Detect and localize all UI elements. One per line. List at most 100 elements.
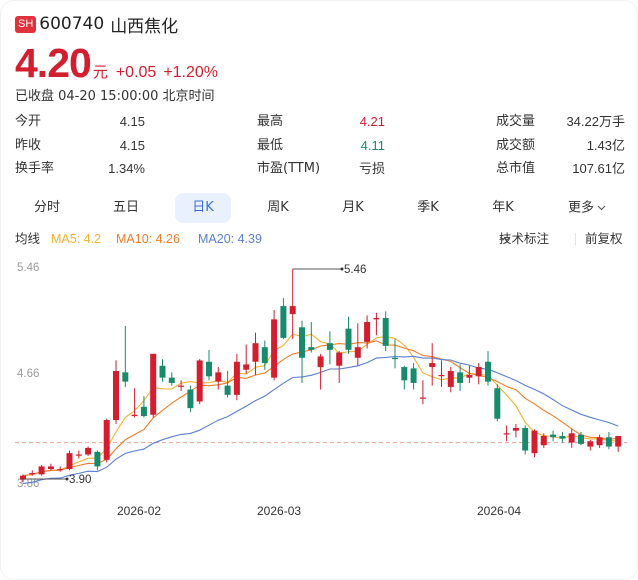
stats-row: 换手率 1.34% 市盈(TTM) 亏损 总市值 107.61亿 xyxy=(15,158,625,180)
candle-body xyxy=(289,306,296,315)
candle-body xyxy=(550,434,557,438)
candle-body xyxy=(596,437,603,446)
stat-value-volume: 34.22万手 xyxy=(566,114,625,129)
candle-body xyxy=(113,371,119,421)
tab-monthly-k[interactable]: 月K xyxy=(342,200,364,215)
candle-body xyxy=(233,361,240,395)
chevron-down-icon xyxy=(597,193,606,223)
candle-body xyxy=(485,361,491,382)
tab-five-day[interactable]: 五日 xyxy=(112,200,139,215)
candle-body xyxy=(494,388,501,419)
stat-value-low: 4.11 xyxy=(360,138,385,153)
candle-body xyxy=(317,356,324,368)
tech-annotation-icon xyxy=(499,229,511,249)
candle-body xyxy=(168,377,175,383)
market-status: 已收盘 04-20 15:00:00 北京时间 xyxy=(15,89,215,104)
candle-body xyxy=(103,420,110,460)
candle-body xyxy=(308,347,315,350)
candle-body xyxy=(540,435,547,446)
candle-body xyxy=(326,343,333,350)
tech-annotation-toggle[interactable]: 技术标注 xyxy=(499,229,589,249)
stat-label-prev-close: 昨收 xyxy=(15,138,42,153)
candle-body xyxy=(605,437,612,447)
min-annotation-label: 3.90 xyxy=(69,474,91,486)
tab-daily-k[interactable]: 日K xyxy=(175,193,231,223)
candle-body xyxy=(75,454,82,456)
candle-body xyxy=(429,363,436,368)
candle-body xyxy=(57,469,64,471)
x-axis-label-mar: 2026-03 xyxy=(257,504,302,518)
candle-body xyxy=(66,453,73,470)
stats-row: 今开 4.15 最高 4.21 成交量 34.22万手 xyxy=(15,111,625,133)
candle-body xyxy=(299,327,305,358)
period-tabs: 分时 五日 日K 周K 月K 季K 年K 更多 xyxy=(1,191,638,223)
y-axis-label-mid: 4.66 xyxy=(17,368,40,380)
candle-body xyxy=(457,372,464,383)
tab-more-label: 更多 xyxy=(567,200,594,216)
tab-yearly-k[interactable]: 年K xyxy=(492,200,514,215)
tech-annotation-label: 技术标注 xyxy=(499,231,550,246)
tab-intraday[interactable]: 分时 xyxy=(33,200,60,215)
stock-title-row: SH 600740 山西焦化 xyxy=(15,13,179,37)
candle-body xyxy=(578,434,584,444)
adjust-mode-button[interactable]: 前复权 xyxy=(585,231,623,246)
x-axis-label-apr: 2026-04 xyxy=(477,504,522,518)
candle-body xyxy=(512,428,519,431)
y-axis-label-top: 5.46 xyxy=(17,262,40,274)
candle-body xyxy=(531,430,538,454)
candle-body xyxy=(196,360,203,402)
candle-body xyxy=(587,441,594,447)
stat-label-open: 今开 xyxy=(15,114,42,129)
ma-title: 均线 xyxy=(15,231,41,246)
stat-label-volume: 成交量 xyxy=(496,114,536,129)
candle-body xyxy=(47,466,54,470)
candle-body xyxy=(224,385,231,395)
price-row: 4.20 元 +0.05 +1.20% xyxy=(15,41,218,85)
price-unit: 元 xyxy=(92,63,108,81)
min-annotation-dot xyxy=(65,477,69,481)
stat-label-pe: 市盈(TTM) xyxy=(257,161,321,176)
stock-name: 山西焦化 xyxy=(110,16,179,37)
candle-body xyxy=(131,414,138,417)
candle-body xyxy=(438,375,445,377)
candle-body xyxy=(615,435,622,447)
tab-quarterly-k[interactable]: 季K xyxy=(417,200,439,215)
candle-body xyxy=(345,328,352,350)
candle-body xyxy=(419,397,426,399)
ma5-line xyxy=(22,333,619,477)
candle-body xyxy=(243,364,250,370)
ma20-value: MA20: 4.39 xyxy=(198,232,262,246)
candle-body xyxy=(354,347,361,358)
candle-body xyxy=(29,473,36,475)
candle-body xyxy=(559,435,566,439)
candle-body xyxy=(252,343,259,362)
tab-weekly-k[interactable]: 周K xyxy=(267,200,289,215)
candle-body xyxy=(410,368,417,383)
stat-label-high: 最高 xyxy=(257,114,284,129)
candle-body xyxy=(447,371,454,387)
tab-more[interactable]: 更多 xyxy=(557,193,617,223)
stat-value-turnover: 1.43亿 xyxy=(586,138,625,153)
candle-body xyxy=(373,318,380,320)
candle-body xyxy=(206,361,212,377)
candle-body xyxy=(85,447,92,455)
candlestick-chart[interactable]: 5.46 3.90 xyxy=(1,251,638,531)
candle-body xyxy=(38,466,45,475)
candle-body xyxy=(271,319,278,378)
candle-body xyxy=(364,322,371,342)
ma10-value: MA10: 4.26 xyxy=(116,232,180,246)
max-annotation-label: 5.46 xyxy=(344,264,366,276)
stat-value-high: 4.21 xyxy=(359,114,385,129)
stat-label-turnover: 成交额 xyxy=(496,138,536,153)
stat-value-market-cap: 107.61亿 xyxy=(572,161,625,176)
stat-label-turnover-rate: 换手率 xyxy=(15,161,55,176)
candle-body xyxy=(261,347,268,364)
ma10-line xyxy=(22,340,619,477)
stat-value-pe: 亏损 xyxy=(358,161,385,176)
current-price: 4.20 xyxy=(15,40,92,86)
max-annotation-dot xyxy=(340,267,344,271)
candle-body xyxy=(336,352,343,366)
stat-value-open: 4.15 xyxy=(119,114,145,129)
candle-body xyxy=(20,475,26,480)
